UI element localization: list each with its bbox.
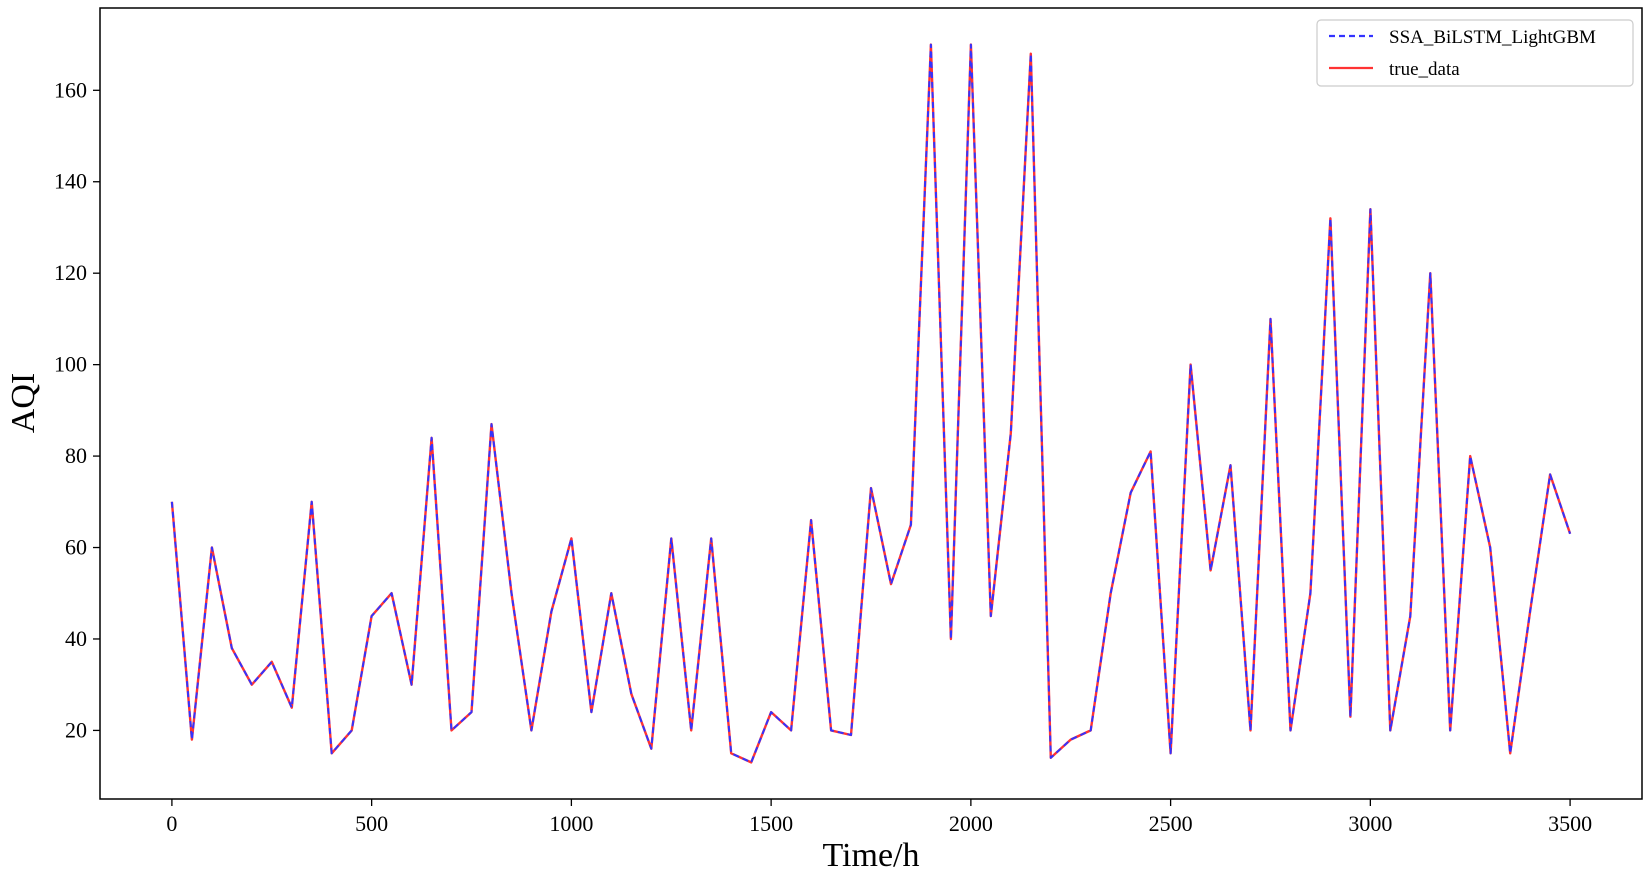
x-axis-title: Time/h bbox=[822, 837, 919, 874]
y-axis-title: AQI bbox=[5, 373, 42, 433]
y-tick-label: 140 bbox=[54, 169, 87, 194]
x-tick-label: 1000 bbox=[549, 811, 593, 836]
x-tick-label: 3000 bbox=[1348, 811, 1392, 836]
y-tick-label: 40 bbox=[65, 626, 87, 651]
legend-label-true-data: true_data bbox=[1389, 59, 1460, 80]
x-tick-label: 1500 bbox=[749, 811, 793, 836]
y-tick-label: 160 bbox=[54, 77, 87, 102]
y-tick-label: 20 bbox=[65, 717, 87, 742]
y-tick-label: 60 bbox=[65, 535, 87, 560]
x-tick-label: 0 bbox=[166, 811, 177, 836]
x-tick-label: 3500 bbox=[1548, 811, 1592, 836]
x-axis-ticks: 0 500 1000 1500 2000 2500 3000 3500 bbox=[166, 799, 1592, 836]
x-tick-label: 2500 bbox=[1149, 811, 1193, 836]
y-tick-label: 100 bbox=[54, 352, 87, 377]
plot-area bbox=[99, 7, 1643, 800]
y-axis-ticks: 20 40 60 80 100 120 140 160 bbox=[54, 77, 100, 742]
series-lines bbox=[170, 43, 1572, 764]
y-tick-label: 120 bbox=[54, 260, 87, 285]
legend-label-ssa-bilstm-lightgbm: SSA_BiLSTM_LightGBM bbox=[1389, 27, 1596, 48]
y-tick-label: 80 bbox=[65, 443, 87, 468]
x-tick-label: 500 bbox=[355, 811, 388, 836]
legend-box bbox=[1316, 19, 1634, 87]
series-line-ssa-bilstm-lightgbm bbox=[170, 43, 1572, 764]
legend: SSA_BiLSTM_LightGBM true_data bbox=[1316, 19, 1634, 87]
x-tick-label: 2000 bbox=[949, 811, 993, 836]
